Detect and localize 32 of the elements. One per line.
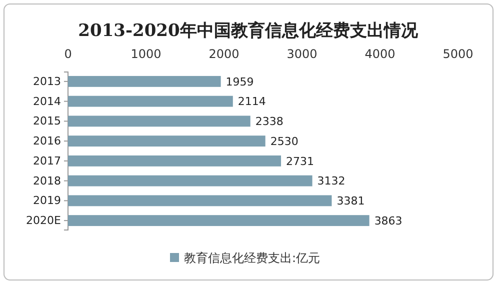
x-tick-label: 0	[64, 47, 72, 61]
chart-title: 2013-2020年中国教育信息化经费支出情况	[78, 20, 419, 41]
x-tick-label: 1000	[130, 47, 162, 61]
bar	[68, 155, 282, 166]
y-tick-label: 2013	[33, 74, 61, 88]
data-label: 3132	[317, 174, 346, 188]
y-tick-label: 2017	[33, 154, 61, 168]
x-tick-label: 3000	[286, 47, 318, 61]
data-label: 2338	[255, 115, 284, 128]
x-tick-label: 4000	[364, 47, 396, 61]
data-label: 2114	[238, 95, 266, 108]
bar	[68, 215, 370, 226]
x-tick-label: 5000	[442, 47, 474, 61]
x-tick-label: 2000	[208, 47, 240, 61]
data-label: 3863	[374, 214, 402, 228]
bar	[68, 136, 266, 147]
bar	[68, 116, 250, 127]
data-label: 3381	[336, 194, 365, 208]
y-tick-label: 2019	[33, 194, 61, 208]
data-label: 2530	[270, 134, 298, 148]
y-tick-label: 2020E	[26, 214, 62, 228]
bar	[68, 195, 332, 206]
y-tick-label: 2018	[33, 174, 61, 188]
data-label: 1959	[226, 75, 254, 88]
data-label: 2731	[286, 154, 314, 168]
bar	[68, 96, 233, 107]
bar	[68, 175, 312, 186]
y-tick-label: 2014	[33, 94, 61, 108]
bar	[68, 76, 221, 87]
y-tick-label: 2016	[33, 134, 61, 148]
y-tick-label: 2015	[33, 114, 61, 128]
legend-label: 教育信息化经费支出:亿元	[184, 251, 320, 266]
